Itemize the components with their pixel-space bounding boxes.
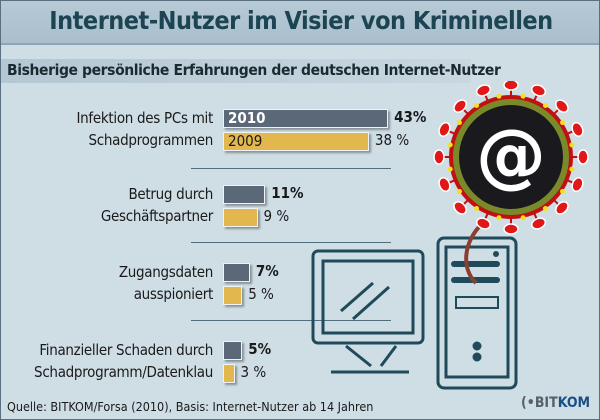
bar-2009 xyxy=(223,208,258,227)
virus-spike xyxy=(503,81,519,91)
virus-spike xyxy=(453,201,467,215)
bar-2009: 2009 xyxy=(223,132,369,151)
category-label-line: ausspioniert xyxy=(133,285,214,303)
at-sign-icon: @ xyxy=(476,114,546,196)
logo-mark-icon: (• xyxy=(521,395,535,411)
virus-spike xyxy=(475,84,491,97)
category-label-line: Zugangsdaten xyxy=(118,263,213,281)
bar-2010 xyxy=(223,263,250,282)
virus-spike xyxy=(453,99,467,113)
bar-2010: 2010 xyxy=(223,109,389,128)
data-label: 5% xyxy=(248,340,272,358)
data-label: 38 % xyxy=(374,131,410,149)
bar-2010 xyxy=(223,341,243,360)
bar-2009 xyxy=(223,286,243,305)
separator xyxy=(191,242,391,243)
chart-title: Internet-Nutzer im Visier von Kriminelle… xyxy=(49,6,553,35)
virus-spike xyxy=(438,177,451,193)
virus-spike xyxy=(438,121,451,137)
category-label-line: Schadprogramm/Datenklau xyxy=(34,363,213,381)
virus-spike xyxy=(571,177,584,193)
bar-2010 xyxy=(223,185,266,204)
category-label: Finanzieller Schaden durch Schadprogramm/… xyxy=(34,339,213,383)
category-label: Betrug durch Geschäftspartner xyxy=(101,183,213,227)
source-note: Quelle: BITKOM/Forsa (2010), Basis: Inte… xyxy=(7,399,374,414)
virus-spike xyxy=(531,217,547,230)
bitkom-logo: (•BITKOM xyxy=(521,395,591,411)
data-label: 43% xyxy=(394,108,427,126)
virus-spike xyxy=(475,217,491,230)
category-label-line: Finanzieller Schaden durch xyxy=(39,341,213,359)
category-label-line: Schadprogrammen xyxy=(88,131,214,149)
computer-virus-illustration: @ xyxy=(311,81,589,390)
legend-label: 2009 xyxy=(228,132,263,150)
category-label-line: Geschäftspartner xyxy=(100,207,213,225)
category-label-line: Betrug durch xyxy=(128,185,213,203)
title-bar xyxy=(1,1,599,45)
virus-tail xyxy=(464,221,485,285)
virus-spike xyxy=(571,121,584,137)
pc-tower-icon xyxy=(436,236,518,390)
virus-spike xyxy=(433,149,445,165)
legend-label: 2010 xyxy=(228,109,266,127)
virus-spike xyxy=(555,99,569,113)
data-label: 3 % xyxy=(240,363,267,381)
virus-spike xyxy=(531,84,547,97)
data-label: 11% xyxy=(271,184,304,202)
subtitle-bar xyxy=(1,59,471,83)
data-label: 9 % xyxy=(263,207,290,225)
separator xyxy=(191,320,391,321)
category-label-line: Infektion des PCs mit xyxy=(76,109,214,127)
bar-2009 xyxy=(223,364,235,383)
category-label: Infektion des PCs mit Schadprogrammen xyxy=(77,107,214,151)
data-label: 7% xyxy=(255,262,279,280)
virus-spike xyxy=(555,201,569,215)
chart-subtitle: Bisherige persönliche Erfahrungen der de… xyxy=(7,61,501,79)
virus-spike xyxy=(577,149,589,165)
virus-spike xyxy=(503,223,519,235)
monitor-icon xyxy=(311,249,425,374)
category-label: Zugangsdaten ausspioniert xyxy=(119,261,213,305)
separator xyxy=(191,168,391,169)
data-label: 5 % xyxy=(248,285,274,303)
